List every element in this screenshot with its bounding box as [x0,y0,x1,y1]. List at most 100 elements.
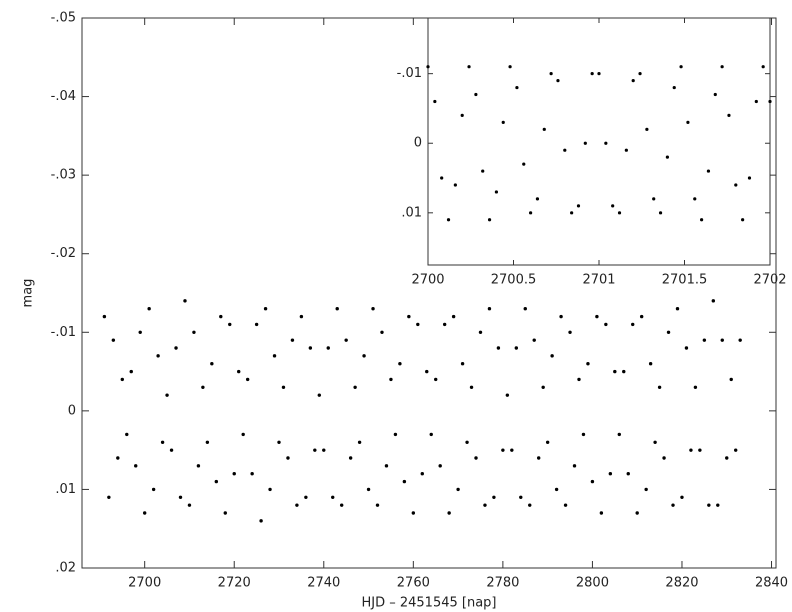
x-tick-label: 2740 [307,576,340,591]
data-point [528,503,532,507]
data-point [411,511,416,515]
y-tick-label: -.01 [397,66,422,81]
data-point [348,456,353,460]
data-point [142,511,147,515]
data-point [590,72,594,76]
data-point [416,322,420,327]
data-point [599,511,604,515]
data-point [707,503,711,507]
y-tick-label: .01 [55,482,76,497]
data-point [259,519,263,523]
data-point [754,99,758,104]
x-tick-label: 2780 [486,576,519,591]
data-point [111,338,116,342]
data-point [478,330,483,334]
data-point [572,464,577,468]
data-point [549,72,553,76]
x-tick-label: 2720 [218,576,251,591]
data-point [583,141,587,145]
data-point [519,495,523,499]
data-point [160,440,165,444]
data-point [460,113,464,118]
data-point [228,322,232,327]
y-tick-label: -.04 [51,89,76,104]
data-point [529,211,533,215]
data-point [665,155,670,159]
data-point [456,487,460,492]
data-point [535,197,540,201]
data-point [727,113,731,118]
data-point [299,314,304,319]
x-tick-label: 2700.5 [491,273,537,288]
data-point [183,299,187,303]
inset-frame [427,17,771,266]
data-point [689,448,693,452]
data-point [263,307,268,311]
data-point [487,218,492,222]
x-tick-label: 2701.5 [662,273,708,288]
data-point [451,314,456,319]
data-point [706,169,711,173]
data-point [522,162,526,166]
data-point [313,448,317,452]
data-point [542,127,546,131]
data-point [536,456,541,460]
data-point [187,503,192,507]
data-point [501,448,505,452]
data-point [147,307,151,311]
data-point [725,456,729,460]
data-point [120,377,124,382]
data-point [138,330,142,334]
y-tick-label: -.03 [51,168,76,183]
data-point [652,197,656,201]
data-point [277,440,281,444]
data-point [442,322,447,327]
data-point [496,346,501,350]
data-point [339,503,344,507]
data-point [272,354,277,358]
data-point [635,511,639,515]
data-point [290,338,295,342]
data-point [720,338,724,342]
y-tick-label: -.02 [51,246,76,261]
data-point [281,385,286,389]
data-point [698,448,702,452]
data-point [675,307,680,311]
data-point [453,183,457,187]
y-axis-title: mag [21,279,36,308]
data-point [425,369,429,374]
data-point [729,377,733,382]
data-point [611,204,615,208]
data-point [658,211,663,215]
data-point [657,385,662,389]
data-point [440,176,444,180]
data-point [433,99,437,104]
data-point [645,127,649,131]
data-point [174,346,178,350]
data-point [631,79,635,83]
y-tick-label: 0 [414,136,422,151]
data-point [581,432,586,437]
data-point [622,369,626,374]
data-point [666,330,671,334]
data-point [402,479,407,484]
x-tick-label: 2840 [755,576,788,591]
x-axis-title: HJD – 2451545 [nap] [361,596,496,611]
data-point [295,503,299,507]
data-point [286,456,290,460]
data-point [384,464,389,468]
data-point [375,503,380,507]
data-point [644,487,648,492]
y-tick-label: -.01 [51,325,76,340]
data-point [586,362,590,366]
data-point [487,307,492,311]
data-point [308,346,313,350]
data-point [326,346,330,350]
data-point [357,440,362,444]
data-point [563,503,568,507]
data-point [245,377,250,382]
data-point [597,72,601,76]
data-point [129,369,133,374]
data-point [481,169,485,173]
